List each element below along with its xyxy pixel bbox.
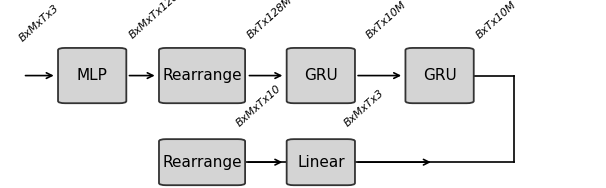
Text: BxMxTx128: BxMxTx128 (127, 0, 181, 41)
Text: BxTx10M: BxTx10M (474, 0, 518, 41)
Text: MLP: MLP (77, 68, 108, 83)
Text: GRU: GRU (304, 68, 338, 83)
FancyBboxPatch shape (287, 139, 355, 185)
Text: Rearrange: Rearrange (162, 155, 242, 170)
FancyBboxPatch shape (58, 48, 126, 103)
FancyBboxPatch shape (405, 48, 474, 103)
Text: Linear: Linear (297, 155, 345, 170)
FancyBboxPatch shape (159, 139, 245, 185)
Text: BxMxTx3: BxMxTx3 (17, 3, 61, 43)
Text: BxMxTx10: BxMxTx10 (234, 83, 282, 128)
Text: BxTx10M: BxTx10M (365, 0, 408, 41)
Text: BxTx128M: BxTx128M (246, 0, 295, 41)
Text: Rearrange: Rearrange (162, 68, 242, 83)
FancyBboxPatch shape (159, 48, 245, 103)
Text: GRU: GRU (423, 68, 456, 83)
FancyBboxPatch shape (287, 48, 355, 103)
Text: BxMxTx3: BxMxTx3 (342, 88, 385, 128)
